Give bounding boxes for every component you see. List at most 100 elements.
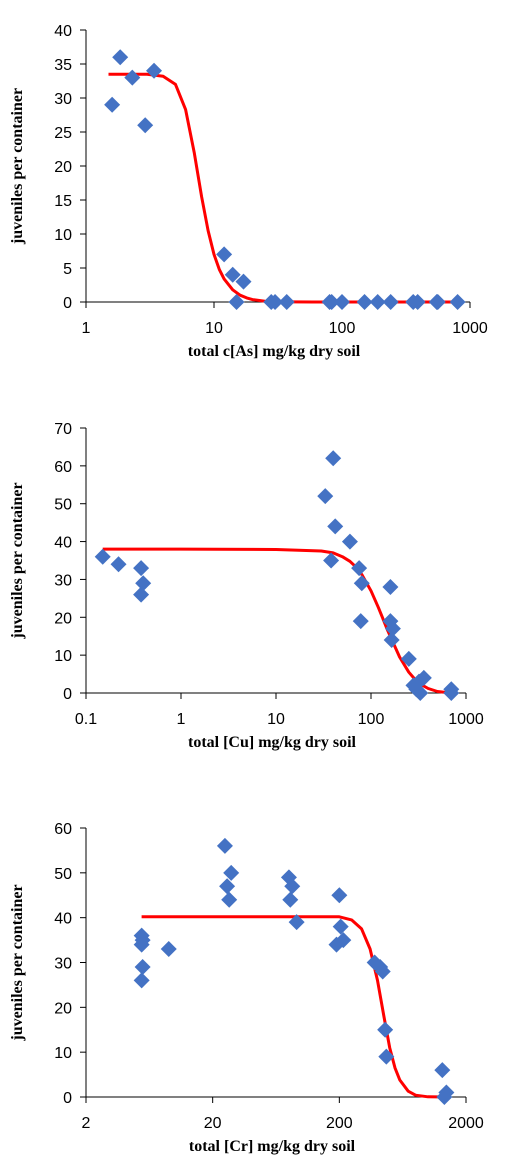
data-point [134,932,151,949]
data-point [124,69,141,86]
data-point [327,518,344,535]
y-tick-label: 0 [63,686,72,703]
chart-1: 0 5 10 15 20 25 30 35 40 1 10 100 1000 total c[As] mg… [9,23,488,360]
data-point [378,1048,395,1065]
y-tick-label: 40 [54,911,72,928]
x-tick-label: 1000 [448,711,484,728]
y-tick-label: 20 [54,1000,72,1017]
data-point [133,586,150,603]
data-point [278,294,295,310]
x-axis-label: total [Cu] mg/kg dry soil [188,734,357,751]
data-point [325,450,342,467]
x-tick-label: 200 [326,1115,353,1132]
x-tick-label: 100 [329,320,356,337]
y-tick-label: 10 [54,227,72,244]
x-axis-label: total c[As] mg/kg dry soil [188,343,361,360]
fit-curve [108,72,458,304]
data-point [112,49,129,66]
y-tick-label: 25 [54,125,72,142]
y-tick-label: 15 [54,193,72,210]
x-tick-label: 10 [267,711,285,728]
data-point [267,294,284,310]
data-point [356,294,373,310]
data-point [352,613,369,630]
x-tick-label: 2 [82,1115,91,1132]
data-point [284,878,301,895]
data-point [334,294,350,310]
data-point [335,932,352,949]
data-point [146,62,163,79]
data-point [377,1021,394,1038]
data-point [353,575,370,592]
y-tick-label: 60 [54,459,72,476]
data-point [223,864,240,881]
data-point [133,972,150,989]
y-tick-label: 10 [54,1045,72,1062]
x-tick-label: 20 [204,1115,222,1132]
x-tick-label: 1 [177,711,186,728]
y-axis-label: juveniles per container [9,88,26,245]
data-point [216,837,233,854]
data-point [409,294,426,310]
x-tick-label: 10 [205,320,223,337]
data-point [323,552,340,569]
data-point [235,273,252,290]
y-tick-label: 50 [54,497,72,514]
x-tick-label: 1000 [452,320,488,337]
data-point [134,958,151,975]
y-tick-label: 30 [54,91,72,108]
y-tick-label: 10 [54,648,72,665]
x-tick-label: 2000 [448,1115,484,1132]
fit-curve [102,547,452,695]
data-point [133,560,150,577]
data-point [94,548,111,565]
data-point [382,294,399,310]
x-tick-label: 1 [82,320,91,337]
data-point [374,963,391,980]
data-point [400,650,417,667]
data-point [331,887,348,904]
y-tick-label: 60 [54,821,72,838]
data-point [383,632,400,648]
data-point [221,891,238,908]
data-point [351,560,368,577]
y-tick-label: 20 [54,159,72,176]
y-tick-label: 70 [54,421,72,438]
data-point [438,1084,455,1101]
data-point [323,294,340,310]
chart-3: 0 10 20 30 40 50 60 2 20 200 2000 total [Cr] mg/kg … [9,821,484,1155]
y-tick-label: 0 [63,295,72,312]
data-point [434,1062,451,1079]
data-point [412,685,429,701]
data-point [137,117,154,134]
data-point [369,294,386,310]
data-point [224,266,241,283]
data-point [443,685,460,701]
y-tick-label: 30 [54,956,72,973]
data-point [104,96,121,113]
data-point [228,294,245,310]
x-tick-label: 0.1 [75,711,97,728]
x-tick-label: 100 [358,711,385,728]
chart-2: 0 10 20 30 40 50 60 70 0.1 1 10 100 1000 total [Cu] m… [9,421,484,751]
y-tick-label: 40 [54,23,72,40]
data-point [110,556,127,573]
data-point [382,579,399,595]
data-point [415,669,432,686]
y-tick-label: 5 [63,261,72,278]
data-point [429,294,446,310]
data-point [282,891,299,908]
y-axis-label: juveniles per container [9,884,26,1041]
x-axis-label: total [Cr] mg/kg dry soil [189,1138,356,1155]
y-tick-label: 50 [54,866,72,883]
data-point [160,941,177,958]
y-tick-label: 20 [54,610,72,627]
data-point [332,918,349,935]
data-point [135,575,152,592]
data-point [384,620,401,637]
data-point [216,246,233,263]
y-tick-label: 30 [54,572,72,589]
y-tick-label: 40 [54,535,72,552]
